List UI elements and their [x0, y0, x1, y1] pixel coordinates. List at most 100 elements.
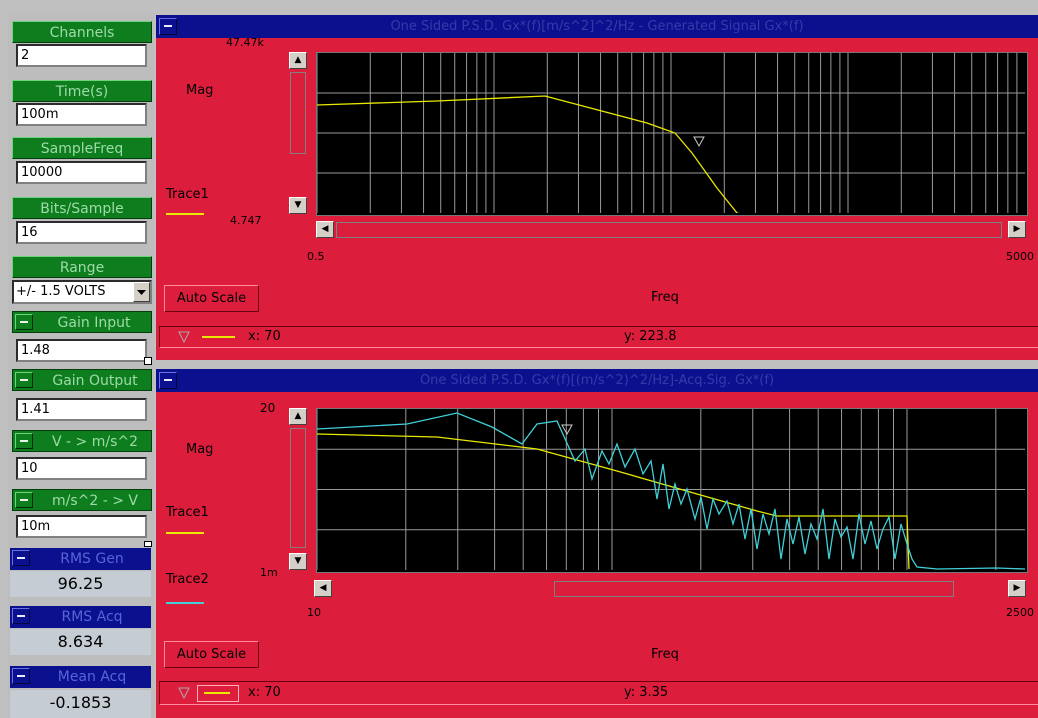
graph1-x-min: 0.5 — [307, 250, 325, 263]
graph2-hscroll[interactable]: ◀ ▶ — [314, 580, 1028, 597]
gain-input-label: Gain Input — [57, 315, 131, 331]
rms-gen-label: RMS Gen — [60, 551, 124, 567]
arrow-right-icon[interactable]: ▶ — [1008, 221, 1026, 238]
graph2-x-label: Freq — [651, 647, 679, 662]
bits-sample-label: Bits/Sample — [12, 197, 152, 219]
graph1-cursor-y: y: 223.8 — [624, 329, 677, 344]
mean-acq-header: Mean Acq — [10, 666, 151, 688]
graph1-panel: One Sided P.S.D. Gx*(f)[m/s^2]^2/Hz - Ge… — [156, 15, 1038, 360]
graph1-cursor-x: x: 70 — [248, 329, 281, 344]
graph1-hscroll[interactable]: ◀ ▶ — [316, 221, 1028, 238]
range-select[interactable]: +/- 1.5 VOLTS — [12, 280, 152, 304]
rms-acq-header: RMS Acq — [10, 606, 151, 628]
graph1-vscroll[interactable]: ▲ ▼ — [289, 52, 309, 215]
range-label: Range — [12, 256, 152, 278]
bits-sample-field[interactable]: 16 — [16, 221, 147, 244]
minimize-icon[interactable] — [12, 608, 30, 624]
channels-field[interactable]: 2 — [16, 44, 147, 67]
minimize-icon[interactable] — [159, 18, 177, 35]
graph2-trace2-line — [317, 412, 1025, 570]
gain-input-field[interactable]: 1.48 — [16, 339, 147, 362]
gain-input-header: Gain Input — [12, 311, 152, 333]
mean-acq-value: -0.1853 — [10, 690, 151, 718]
graph2-cursor-trace-line — [204, 692, 230, 694]
graph2-auto-scale-button[interactable]: Auto Scale — [164, 641, 259, 668]
triangle-cursor-icon[interactable] — [177, 330, 191, 344]
graph2-svg — [317, 409, 1025, 570]
graph1-titlebar: One Sided P.S.D. Gx*(f)[m/s^2]^2/Hz - Ge… — [156, 15, 1038, 38]
gain-output-header: Gain Output — [12, 369, 152, 391]
channels-label: Channels — [12, 21, 152, 43]
graph2-cursor-trace-box[interactable] — [197, 685, 239, 702]
graph1-hscroll-thumb[interactable] — [336, 222, 1002, 238]
graph2-cursor-bar: x: 70 y: 3.35 — [159, 681, 1038, 705]
graph2-vscroll-thumb[interactable] — [290, 428, 306, 548]
graph1-title: One Sided P.S.D. Gx*(f)[m/s^2]^2/Hz - Ge… — [390, 19, 804, 34]
minimize-icon[interactable] — [15, 372, 33, 388]
arrow-right-icon[interactable]: ▶ — [1008, 580, 1026, 597]
arrow-down-icon[interactable]: ▼ — [289, 553, 307, 570]
graph1-trace1-name: Trace1 — [166, 187, 209, 202]
samplefreq-label: SampleFreq — [12, 137, 152, 159]
graph1-y-max: 47.47k — [226, 36, 264, 49]
minimize-icon[interactable] — [15, 433, 33, 449]
arrow-up-icon[interactable]: ▲ — [289, 408, 307, 425]
graph1-y-label: Mag — [186, 83, 214, 98]
arrow-down-icon[interactable]: ▼ — [289, 197, 307, 214]
minimize-icon[interactable] — [15, 492, 33, 508]
graph2-x-min: 10 — [307, 606, 321, 619]
gain-output-label: Gain Output — [52, 373, 138, 389]
graph2-trace1-name: Trace1 — [166, 505, 209, 520]
triangle-cursor-icon[interactable] — [693, 136, 705, 148]
samplefreq-field[interactable]: 10000 — [16, 161, 147, 184]
graph2-plot-area[interactable] — [316, 408, 1028, 573]
arrow-left-icon[interactable]: ◀ — [316, 221, 334, 238]
minimize-icon[interactable] — [15, 314, 33, 330]
rms-gen-value: 96.25 — [10, 571, 151, 597]
range-select-value: +/- 1.5 VOLTS — [16, 284, 106, 299]
arrow-up-icon[interactable]: ▲ — [289, 52, 307, 69]
graph1-svg — [317, 53, 1025, 213]
graph1-trace1-legend-line — [166, 213, 204, 215]
control-panel — [8, 13, 154, 718]
ms2-to-v-field[interactable]: 10m — [16, 515, 147, 538]
graph1-cursor-trace-line — [202, 336, 235, 338]
v-to-ms2-label: V - > m/s^2 — [52, 434, 138, 450]
graph1-x-max: 5000 — [1006, 250, 1034, 263]
graph2-trace1-legend-line — [166, 532, 204, 534]
rms-acq-value: 8.634 — [10, 629, 151, 655]
graph2-vscroll[interactable]: ▲ ▼ — [289, 408, 309, 571]
triangle-cursor-icon[interactable] — [561, 424, 573, 436]
graph1-auto-scale-button[interactable]: Auto Scale — [164, 285, 259, 312]
resize-handle[interactable] — [144, 541, 152, 547]
graph2-trace2-legend-line — [166, 602, 204, 604]
graph2-title: One Sided P.S.D. Gx*(f)[(m/s^2)^2/Hz]-Ac… — [419, 373, 775, 388]
ms2-to-v-header: m/s^2 - > V — [12, 489, 152, 511]
v-to-ms2-field[interactable]: 10 — [16, 457, 147, 480]
graph1-y-min: 4.747 — [230, 214, 262, 227]
graph2-y-label: Mag — [186, 442, 214, 457]
graph1-cursor-bar: x: 70 y: 223.8 — [159, 326, 1038, 348]
graph2-titlebar: One Sided P.S.D. Gx*(f)[(m/s^2)^2/Hz]-Ac… — [156, 369, 1038, 392]
graph2-hscroll-thumb[interactable] — [554, 581, 954, 597]
graph2-y-max: 20 — [260, 401, 276, 415]
graph1-plot-area[interactable] — [316, 52, 1028, 216]
time-field[interactable]: 100m — [16, 103, 147, 126]
resize-handle[interactable] — [144, 357, 152, 365]
graph2-x-max: 2500 — [1006, 606, 1034, 619]
minimize-icon[interactable] — [12, 668, 30, 684]
graph1-vscroll-thumb[interactable] — [290, 72, 306, 154]
graph2-trace1-line — [317, 433, 910, 570]
arrow-left-icon[interactable]: ◀ — [314, 580, 332, 597]
chevron-down-icon[interactable] — [133, 282, 150, 302]
mean-acq-label: Mean Acq — [57, 669, 127, 685]
minimize-icon[interactable] — [12, 550, 30, 566]
gain-output-field[interactable]: 1.41 — [16, 398, 147, 421]
graph2-panel: One Sided P.S.D. Gx*(f)[(m/s^2)^2/Hz]-Ac… — [156, 369, 1038, 718]
minimize-icon[interactable] — [159, 372, 177, 389]
graph2-cursor-x: x: 70 — [248, 685, 281, 700]
v-to-ms2-header: V - > m/s^2 — [12, 430, 152, 452]
graph2-y-min: 1m — [260, 566, 278, 579]
triangle-cursor-icon[interactable] — [177, 686, 191, 700]
graph1-trace1-line — [317, 95, 740, 213]
